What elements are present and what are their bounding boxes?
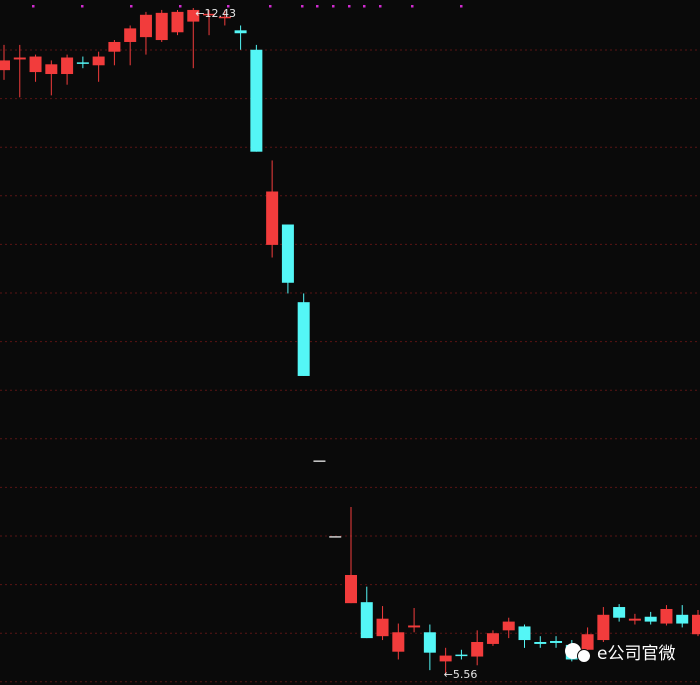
candle-body bbox=[376, 618, 389, 637]
top-marker bbox=[81, 5, 84, 8]
top-marker bbox=[348, 5, 351, 8]
candle-body bbox=[534, 641, 547, 644]
watermark-icon bbox=[577, 649, 591, 663]
candle-body bbox=[550, 641, 563, 643]
top-marker bbox=[227, 5, 230, 8]
candle-body bbox=[297, 302, 310, 376]
candle-body bbox=[13, 57, 26, 60]
top-marker bbox=[32, 5, 35, 8]
candle-body bbox=[171, 11, 184, 33]
candle-body bbox=[692, 614, 700, 635]
candle-body bbox=[455, 654, 468, 657]
top-marker bbox=[332, 5, 335, 8]
candle-body bbox=[155, 12, 168, 41]
candle-body bbox=[439, 655, 452, 662]
candle-body bbox=[92, 56, 105, 66]
candle-body bbox=[676, 614, 689, 624]
candles bbox=[0, 8, 700, 675]
top-marker bbox=[460, 5, 463, 8]
candle-body bbox=[329, 536, 342, 538]
candle-body bbox=[281, 224, 294, 283]
top-marker bbox=[130, 5, 133, 8]
candle-body bbox=[203, 13, 216, 16]
top-marker bbox=[363, 5, 366, 8]
candle-body bbox=[423, 632, 436, 653]
candle-body bbox=[581, 634, 594, 650]
candle-body bbox=[29, 56, 42, 73]
candle-body bbox=[124, 28, 137, 42]
candle-body bbox=[597, 614, 610, 641]
candle-body bbox=[313, 460, 326, 462]
candle-body bbox=[108, 41, 121, 52]
candle-body bbox=[45, 64, 58, 75]
candle-body bbox=[139, 14, 152, 38]
candle-body bbox=[644, 616, 657, 622]
grid bbox=[0, 5, 700, 683]
watermark-icon bbox=[565, 643, 581, 659]
top-marker bbox=[179, 5, 182, 8]
top-marker bbox=[316, 5, 319, 8]
top-marker bbox=[301, 5, 304, 8]
low-label: ←5.56 bbox=[444, 668, 478, 681]
candle-body bbox=[187, 9, 200, 22]
candle-body bbox=[408, 625, 421, 628]
candle-body bbox=[660, 608, 673, 624]
candle-body bbox=[345, 574, 357, 604]
candle-body bbox=[0, 60, 10, 71]
candle-body bbox=[218, 16, 231, 19]
candle-body bbox=[518, 626, 531, 641]
candle-body bbox=[76, 62, 89, 64]
candle-body bbox=[234, 30, 247, 34]
candle-body bbox=[250, 49, 263, 152]
watermark-text: e公司官微 bbox=[597, 644, 675, 664]
candle-body bbox=[471, 641, 484, 657]
candle-body bbox=[628, 618, 641, 621]
candle-body bbox=[360, 602, 373, 639]
candle-body bbox=[266, 191, 279, 245]
candle-body bbox=[392, 632, 405, 652]
candle-body bbox=[486, 633, 499, 644]
high-label: ←12.43 bbox=[195, 7, 236, 20]
top-marker bbox=[269, 5, 272, 8]
candle-body bbox=[613, 607, 626, 618]
candle-body bbox=[502, 621, 515, 631]
top-marker bbox=[379, 5, 382, 8]
candle-body bbox=[61, 57, 74, 75]
top-marker bbox=[411, 5, 414, 8]
watermark: e公司官微 bbox=[565, 643, 675, 664]
